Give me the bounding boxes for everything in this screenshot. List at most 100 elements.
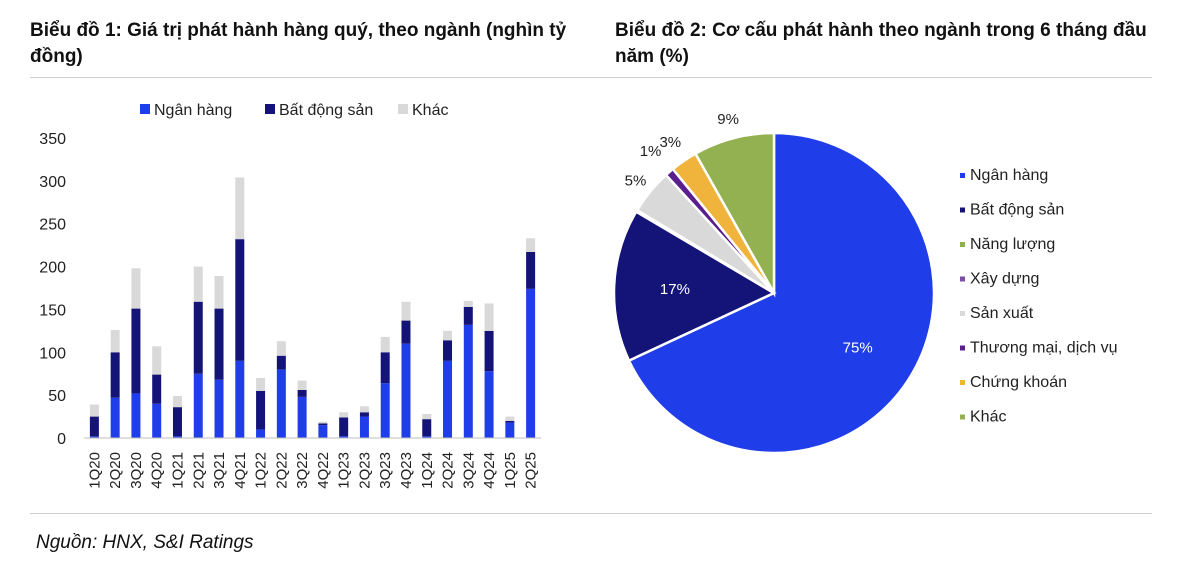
x-tick-label: 3Q21 [211,452,228,489]
bar-ngan-hang-4q24 [484,371,494,438]
bar-ngan-hang-4q21 [235,360,245,438]
bar-bat-dong-san-1q24 [422,419,432,437]
bar-khac-2q24 [443,330,453,341]
legend-swatch-thuong-mai-dich-vu [960,345,965,351]
bar-ngan-hang-2q22 [276,369,286,438]
x-tick-label: 1Q21 [169,452,186,489]
x-tick-label: 4Q23 [398,452,415,489]
x-tick-label: 4Q20 [149,452,166,489]
legend-swatch-chung-khoan [960,380,965,385]
legend-label-bat-dong-san: Bất động sản [279,102,373,119]
pie-chart: 75% 17% 5% 1%3% 9% Ngân hàng Bất động sản Năng … [612,111,1117,455]
legend-swatch-khac [398,104,408,114]
x-tick-label: 1Q25 [502,452,519,489]
source-note: Nguồn: HNX, S&I Ratings [36,532,254,553]
legend-label-khac: Khác [970,409,1006,426]
legend-label-san-xuat: Sản xuất [970,305,1034,322]
bar-khac-1q25 [505,416,515,421]
bar-khac-3q24 [463,300,473,307]
bar-khac-3q20 [131,268,141,309]
bar-ngan-hang-4q20 [152,403,162,438]
legend-label-thuong-mai-dich-vu: Thương mại, dịch vụ [970,340,1117,357]
x-tick-label: 3Q22 [294,452,311,489]
pie-slice-khac [693,131,776,298]
chart1-title: Biểu đồ 1: Giá trị phát hành hàng quý, t… [30,20,567,67]
bar-bat-dong-san-3q20 [131,308,141,394]
bar-bat-dong-san-1q22 [256,390,266,430]
bar-khac-3q22 [297,380,307,390]
bar-ngan-hang-2q21 [193,373,203,438]
bar-ngan-hang-3q21 [214,379,224,438]
bar-bat-dong-san-4q24 [484,330,494,372]
bar-khac-4q24 [484,303,494,331]
pie-slice-bat-dong-san [612,209,777,363]
bar-bat-dong-san-2q22 [276,355,286,370]
bar-ngan-hang-3q23 [380,383,390,438]
bar-bat-dong-san-4q20 [152,374,162,404]
bar-khac-2q22 [276,341,286,356]
legend-label-nang-luong: Năng lượng [970,236,1055,253]
bar-khac-1q23 [339,412,349,418]
bar-khac-2q23 [359,406,369,413]
bar-ngan-hang-2q20 [110,397,120,438]
bar-khac-1q22 [256,378,266,391]
bar-ngan-hang-1q20 [89,436,99,438]
pie-slice-ngan-hang [627,131,936,455]
x-tick-label: 4Q21 [232,452,249,489]
bar-khac-1q24 [422,414,432,420]
bar-khac-4q20 [152,346,162,375]
bar-ngan-hang-3q22 [297,396,307,438]
x-tick-label: 1Q20 [86,452,103,489]
bar-bat-dong-san-4q23 [401,320,411,344]
bar-bat-dong-san-3q21 [214,308,224,380]
x-tick-label: 2Q23 [356,452,373,489]
bar-bat-dong-san-2q21 [193,301,203,374]
bar-bat-dong-san-3q24 [463,306,473,325]
y-tick-label: 350 [39,131,66,148]
bar-bat-dong-san-1q25 [505,420,515,423]
bar-ngan-hang-1q23 [339,436,349,438]
bar-khac-4q22 [318,421,328,424]
bar-bat-dong-san-2q25 [526,252,536,289]
x-tick-label: 2Q20 [107,452,124,489]
legend-swatch-nang-luong [960,242,965,247]
bar-khac-1q21 [172,396,182,408]
bar-ngan-hang-2q24 [443,360,453,438]
bar-khac-4q21 [235,177,245,240]
bar-khac-1q20 [89,404,99,417]
bar-ngan-hang-1q25 [505,422,515,438]
y-tick-label: 0 [57,431,66,448]
x-tick-label: 4Q22 [315,452,332,489]
bar-bat-dong-san-2q24 [443,340,453,361]
y-tick-label: 300 [39,174,66,191]
bar-ngan-hang-2q23 [359,416,369,438]
legend-swatch-xay-dung [960,276,965,282]
bar-ngan-hang-3q20 [131,393,141,438]
legend-swatch-khac [960,414,965,420]
legend-label-chung-khoan: Chứng khoán [970,374,1067,391]
x-tick-label: 2Q21 [190,452,207,489]
bar-ngan-hang-4q22 [318,425,328,438]
legend-label-ngan-hang: Ngân hàng [154,102,232,119]
bar-bat-dong-san-4q21 [235,239,245,361]
x-tick-label: 2Q25 [523,452,540,489]
bar-ngan-hang-1q24 [422,436,432,438]
x-tick-label: 1Q22 [253,452,270,489]
bar-ngan-hang-4q23 [401,343,411,438]
bar-bat-dong-san-1q23 [339,417,349,437]
bar-khac-3q21 [214,276,224,309]
bar-ngan-hang-1q21 [172,436,182,438]
bar-bat-dong-san-2q20 [110,352,120,398]
x-tick-label: 4Q24 [481,452,498,489]
y-tick-label: 50 [48,388,66,405]
legend-label-xay-dung: Xây dựng [970,271,1039,288]
bar-bat-dong-san-3q22 [297,390,307,397]
legend-label-ngan-hang: Ngân hàng [970,167,1048,184]
legend-swatch-san-xuat [960,311,965,316]
bar-khac-4q23 [401,301,411,321]
bottom-divider [30,513,1152,514]
legend-label-bat-dong-san: Bất động sản [970,202,1064,219]
legend-swatch-bat-dong-san [265,104,275,114]
chart2-title: Biểu đồ 2: Cơ cấu phát hành theo ngành t… [615,20,1147,67]
